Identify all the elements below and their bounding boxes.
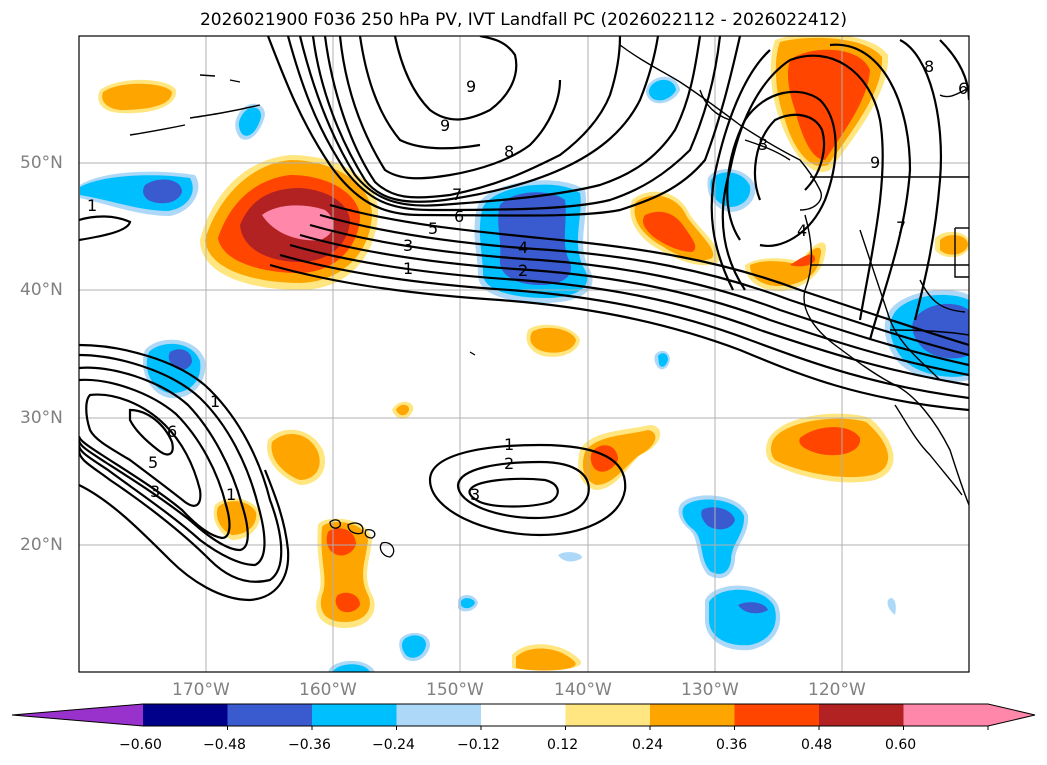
colorbar-tick-label: −0.12 [457, 737, 500, 753]
colorbar-tick-label: −0.48 [203, 737, 246, 753]
colorbar-segment [734, 704, 820, 726]
lon-label: 150°W [426, 680, 484, 700]
contour-label: 9 [870, 153, 880, 172]
colorbar-segment [819, 704, 904, 726]
lon-label: 170°W [172, 680, 230, 700]
colorbar-tick-label: 0.48 [801, 737, 833, 753]
contour-label: 1 [87, 196, 97, 215]
contour-label: 6 [167, 422, 177, 441]
colorbar-extend-min [12, 704, 143, 726]
contour-label-group: 9 9 8 7 6 5 3 1 4 2 1 1 6 5 3 1 2 3 1 4 … [87, 57, 968, 504]
lon-label: 140°W [554, 680, 612, 700]
contour-label: 3 [758, 135, 768, 154]
colorbar-segment [903, 704, 989, 726]
colorbar-segment [396, 704, 482, 726]
contour-label: 1 [226, 485, 236, 504]
colorbar-tick-label: 0.60 [885, 737, 917, 753]
contour-label: 1 [504, 435, 514, 454]
colorbar-segment [481, 704, 566, 726]
lon-label: 160°W [299, 680, 357, 700]
colorbar-segment [227, 704, 313, 726]
colorbar-tick-label: −0.24 [372, 737, 415, 753]
contour-label: 2 [518, 261, 528, 280]
colorbar-segment [650, 704, 735, 726]
colorbar-extend-max [988, 704, 1035, 726]
map-plot-area: 9 9 8 7 6 5 3 1 4 2 1 1 6 5 3 1 2 3 1 4 … [79, 36, 969, 672]
contour-label: 3 [403, 236, 413, 255]
lat-label: 50°N [20, 153, 63, 173]
lat-label: 20°N [20, 535, 63, 555]
colorbar [11, 703, 1036, 730]
contour-label: 9 [440, 116, 450, 135]
lat-label: 30°N [20, 408, 63, 428]
positive-anomaly-fill [98, 36, 969, 671]
colorbar-tick-label: −0.60 [119, 737, 162, 753]
contour-label: 6 [454, 207, 464, 226]
contour-label: 6 [958, 79, 968, 98]
contour-label: 5 [148, 453, 158, 472]
contour-label: 2 [504, 454, 514, 473]
colorbar-tick-label: −0.36 [288, 737, 331, 753]
contour-label: 1 [403, 259, 413, 278]
contour-label: 4 [797, 221, 807, 240]
pv-contours [79, 36, 969, 602]
lon-label: 120°W [808, 680, 866, 700]
contour-label: 1 [210, 392, 220, 411]
contour-label: 8 [924, 57, 934, 76]
colorbar-segment [565, 704, 651, 726]
colorbar-outline [11, 703, 1036, 727]
lat-label: 40°N [20, 280, 63, 300]
lon-label: 130°W [681, 680, 739, 700]
contour-label: 7 [896, 218, 906, 237]
map-title: 2026021900 F036 250 hPa PV, IVT Landfall… [199, 10, 847, 30]
contour-label: 3 [150, 482, 160, 501]
contour-label: 3 [470, 485, 480, 504]
hawaii-islands [329, 351, 476, 558]
contour-label: 8 [504, 142, 514, 161]
colorbar-tick-label: 0.12 [547, 737, 579, 753]
contour-label: 7 [452, 185, 462, 204]
contour-label: 9 [466, 77, 476, 96]
coastlines [129, 44, 969, 506]
colorbar-tick-label: 0.36 [716, 737, 748, 753]
colorbar-segment [312, 704, 397, 726]
contour-label: 5 [428, 219, 438, 238]
colorbar-segment [143, 704, 228, 726]
contour-label: 4 [518, 238, 528, 257]
colorbar-tick-label: 0.24 [632, 737, 664, 753]
map-frame [78, 35, 970, 673]
